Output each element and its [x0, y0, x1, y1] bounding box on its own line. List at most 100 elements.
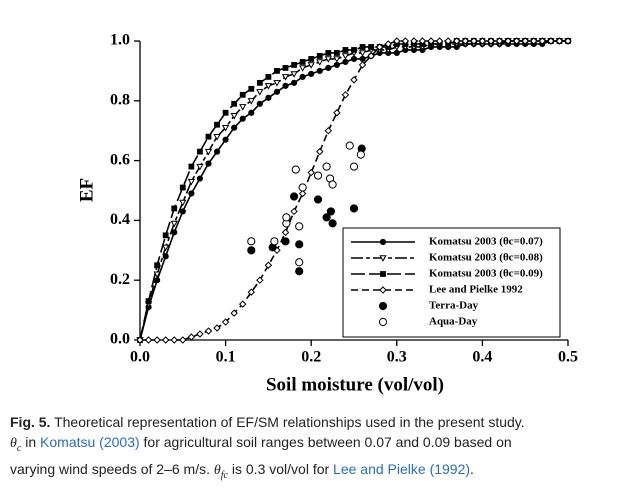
data-point	[325, 50, 332, 56]
caption-text: is 0.3 vol/vol for	[228, 460, 334, 477]
data-point	[358, 61, 367, 69]
data-point	[161, 336, 170, 344]
citation-link[interactable]: Komatsu (2003)	[40, 434, 140, 450]
data-point	[504, 37, 512, 45]
data-point	[179, 336, 187, 344]
data-point	[393, 37, 401, 45]
data-point	[196, 330, 204, 338]
data-point	[145, 298, 152, 305]
data-point	[222, 136, 229, 143]
data-point	[256, 276, 264, 284]
data-point	[213, 133, 221, 141]
data-point	[359, 55, 366, 63]
y-tick-label: 0.2	[110, 271, 130, 288]
x-tick-label: 0.5	[558, 349, 578, 366]
data-point	[289, 192, 299, 201]
data-point	[291, 165, 300, 174]
x-tick-label: 0.1	[216, 349, 236, 366]
legend-label: Komatsu 2003 (θc=0.09)	[429, 268, 543, 280]
data-point	[136, 336, 144, 344]
data-point	[358, 50, 367, 57]
data-point	[265, 94, 272, 101]
data-point	[196, 163, 204, 171]
data-point	[342, 58, 349, 66]
data-point	[290, 207, 298, 216]
data-point	[298, 189, 307, 198]
data-point	[384, 40, 392, 48]
data-point	[538, 37, 547, 45]
data-point	[322, 162, 331, 171]
data-point	[270, 237, 279, 246]
data-point	[512, 37, 521, 45]
legend-marker	[379, 255, 387, 262]
data-point	[333, 56, 341, 63]
data-point	[282, 213, 291, 222]
legend-marker	[379, 286, 387, 294]
data-point	[487, 37, 495, 45]
data-point	[333, 109, 341, 117]
citation-link[interactable]: Lee and Pielke (1992)	[333, 460, 471, 477]
data-point	[328, 219, 337, 228]
data-point	[204, 148, 213, 156]
data-point	[281, 228, 290, 237]
data-point	[324, 126, 333, 135]
data-point	[282, 65, 289, 71]
data-point	[256, 89, 264, 96]
caption-text: .	[470, 460, 474, 477]
data-point	[316, 53, 323, 59]
data-point	[308, 70, 315, 77]
data-point	[281, 74, 290, 81]
data-point	[564, 37, 572, 45]
data-point	[322, 213, 331, 222]
y-tick-label: 0.0	[110, 331, 130, 348]
data-point	[197, 148, 203, 155]
data-point	[356, 150, 365, 159]
data-point	[299, 59, 306, 65]
caption-text: varying wind speeds of 2–6 m/s.	[10, 460, 214, 477]
data-point	[299, 73, 306, 80]
x-tick-label: 0.2	[301, 349, 321, 366]
legend-label: Lee and Pielke 1992	[429, 284, 523, 296]
data-point	[350, 76, 358, 84]
data-point	[349, 204, 359, 213]
data-point	[295, 267, 304, 276]
data-point	[342, 47, 349, 53]
x-axis-label: Soil moisture (vol/vol)	[266, 374, 444, 395]
data-point	[144, 336, 153, 344]
data-point	[256, 79, 263, 86]
data-point	[187, 333, 196, 341]
caption-text: Fig. 5.	[10, 414, 51, 430]
caption-line: Fig. 5. Theoretical representation of EF…	[10, 412, 615, 432]
x-tick-label: 0.0	[130, 349, 150, 366]
data-point	[273, 80, 281, 87]
caption-text: θ	[213, 462, 221, 478]
data-point	[295, 240, 304, 249]
data-point	[324, 56, 332, 63]
data-point	[221, 318, 230, 326]
data-point	[308, 56, 315, 62]
x-tick-label: 0.4	[472, 349, 492, 366]
data-point	[333, 50, 340, 56]
y-tick-label: 0.4	[110, 211, 130, 228]
data-point	[205, 133, 212, 140]
x-tick-label: 0.3	[387, 349, 407, 366]
caption-text: fc	[220, 469, 228, 481]
data-point	[427, 37, 435, 45]
data-point	[188, 190, 195, 197]
data-point	[179, 184, 186, 191]
data-point	[256, 100, 263, 107]
data-point	[326, 207, 335, 216]
data-point	[196, 175, 204, 182]
data-point	[530, 37, 538, 45]
data-point	[247, 288, 255, 296]
caption-line: varying wind speeds of 2–6 m/s. θfc is 0…	[10, 459, 615, 486]
caption-line: θc in Komatsu (2003) for agricultural so…	[10, 432, 615, 459]
series-line	[139, 40, 568, 341]
data-point	[248, 85, 255, 92]
data-point	[264, 83, 273, 90]
data-point	[461, 37, 469, 45]
y-tick-label: 1.0	[110, 32, 130, 49]
data-point	[410, 37, 418, 45]
data-point	[187, 178, 196, 186]
